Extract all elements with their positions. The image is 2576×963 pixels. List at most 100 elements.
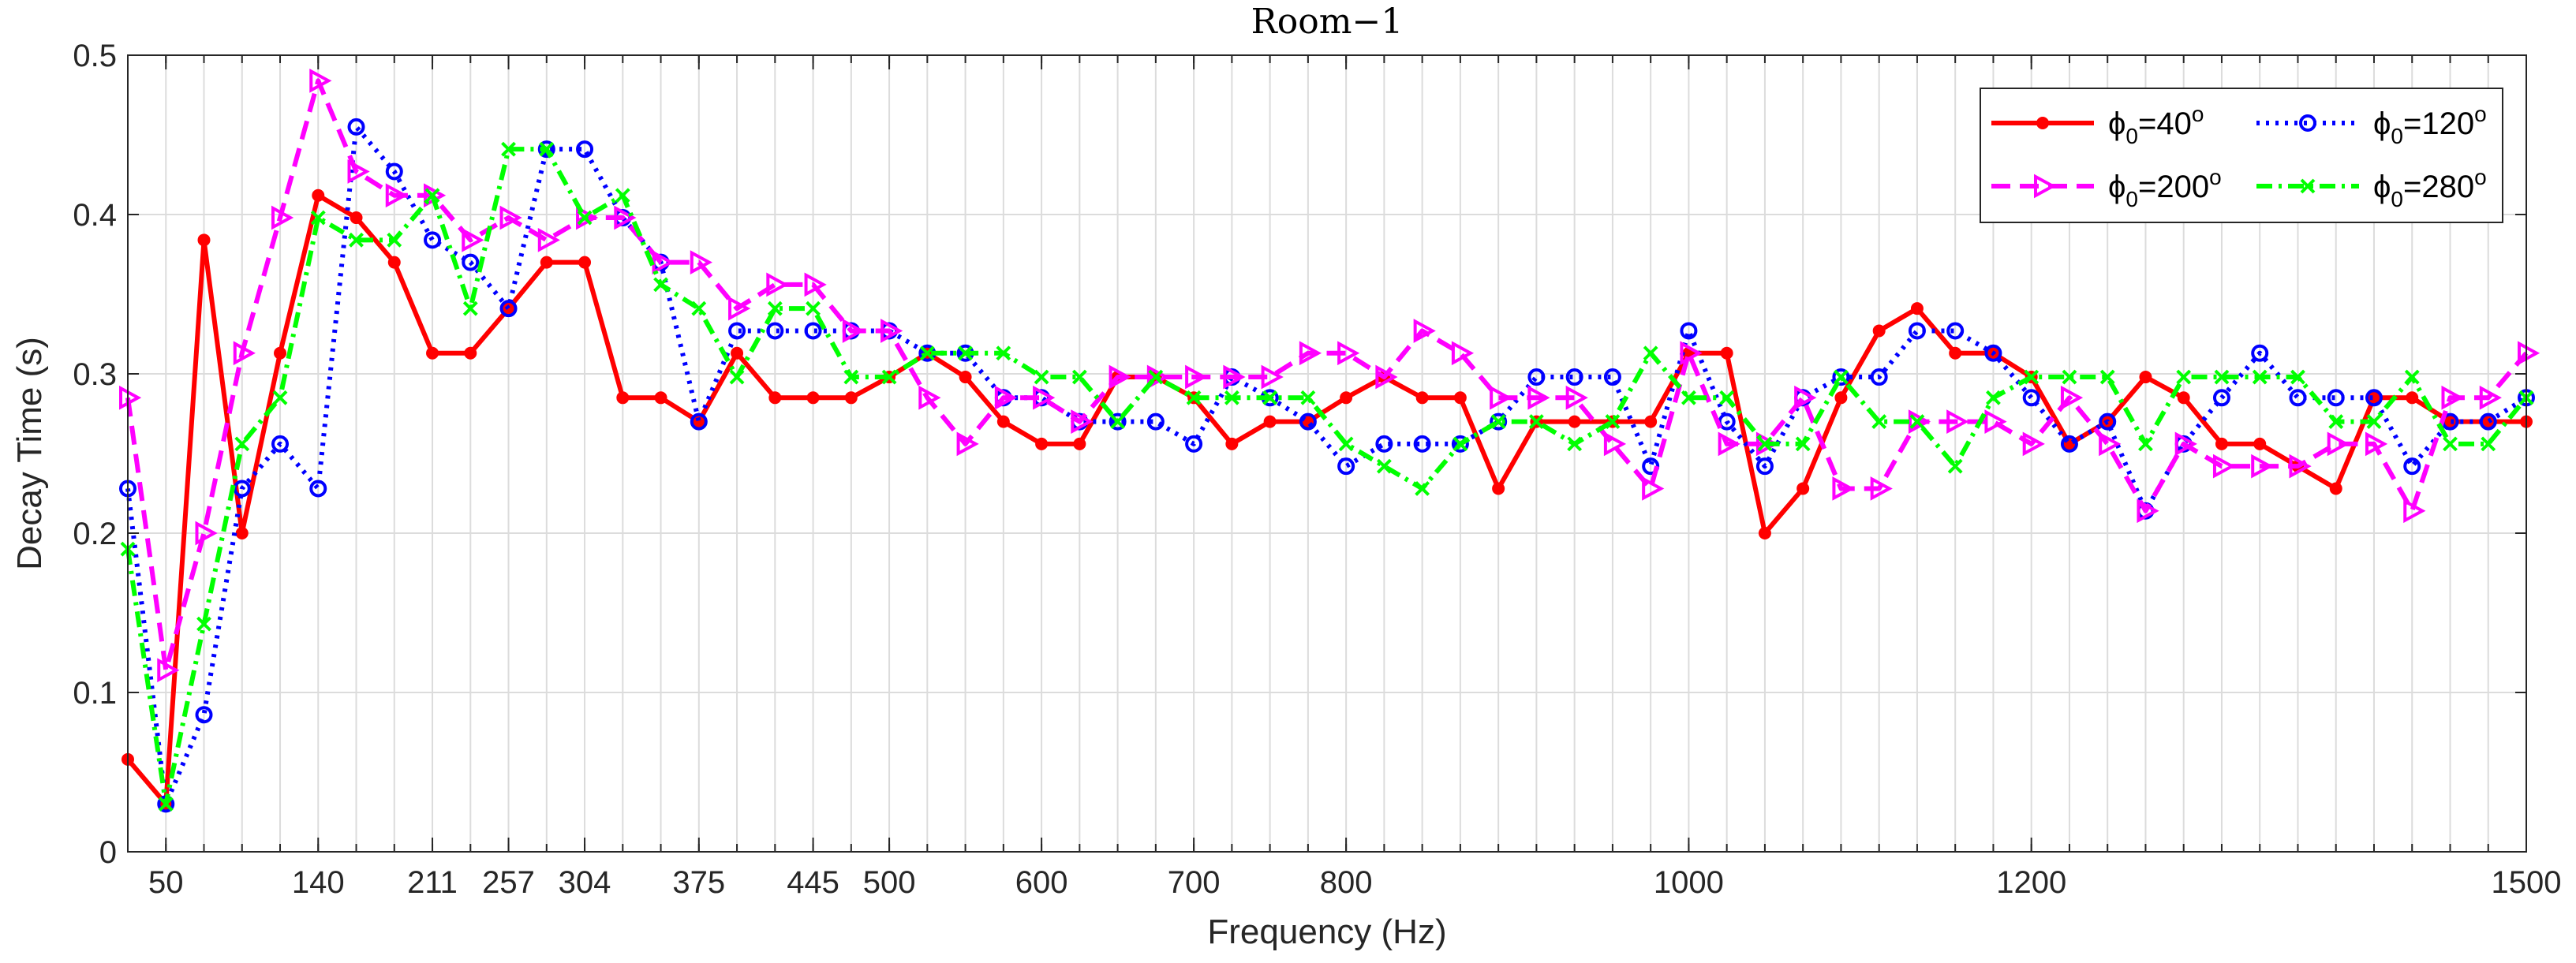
data-point — [1681, 390, 1696, 405]
data-point — [2366, 414, 2382, 430]
series-4 — [120, 141, 2534, 812]
data-point — [1071, 369, 1087, 385]
legend-marker — [2299, 114, 2316, 132]
data-point — [2290, 369, 2305, 385]
data-point — [2099, 431, 2122, 457]
data-point — [2328, 414, 2344, 430]
data-point — [1338, 436, 1354, 452]
data-point — [2139, 371, 2152, 384]
data-point — [1568, 415, 1581, 428]
data-point — [1871, 414, 1887, 430]
data-point — [426, 346, 439, 360]
data-point — [843, 369, 859, 385]
data-point — [1755, 457, 1774, 476]
series-line — [125, 147, 2529, 807]
data-point — [1644, 415, 1658, 428]
data-point — [1642, 457, 1660, 476]
data-point — [959, 371, 972, 384]
data-point — [1870, 368, 1888, 386]
data-point — [806, 300, 821, 316]
data-point — [576, 205, 599, 230]
data-point — [731, 346, 744, 360]
data-point — [158, 796, 174, 812]
data-point — [804, 322, 822, 340]
data-point — [1605, 414, 1621, 430]
x-axis-label: Frequency (Hz) — [1207, 913, 1446, 951]
data-point — [766, 272, 789, 297]
data-point — [1565, 385, 1588, 410]
x-tick-label: 140 — [292, 865, 345, 900]
data-point — [1986, 390, 2001, 405]
y-tick-label: 0.1 — [73, 676, 117, 711]
data-point — [2099, 412, 2117, 431]
data-point — [1109, 412, 1127, 431]
legend-item: ϕ0=40o — [1991, 102, 2204, 148]
data-point — [195, 706, 213, 724]
data-point — [1453, 436, 1468, 452]
data-point — [350, 211, 363, 225]
legend-label: ϕ0=200o — [2108, 165, 2222, 211]
data-point — [691, 300, 707, 316]
data-point — [2212, 454, 2236, 479]
data-point — [1527, 368, 1546, 386]
data-point — [1946, 409, 1969, 434]
data-point — [2212, 389, 2230, 407]
data-point — [1680, 322, 1698, 340]
data-point — [2479, 412, 2497, 431]
legend-label: ϕ0=280o — [2373, 165, 2487, 211]
data-point — [462, 300, 478, 316]
data-point — [918, 385, 941, 410]
data-point — [2329, 482, 2342, 495]
data-point — [2251, 454, 2274, 479]
data-point — [2479, 385, 2502, 410]
data-point — [424, 231, 442, 249]
data-point — [462, 253, 480, 271]
data-point — [1148, 369, 1164, 385]
data-point — [1262, 390, 1278, 405]
data-point — [349, 232, 364, 248]
data-point — [2403, 457, 2421, 476]
data-point — [1035, 437, 1049, 450]
y-tick-label: 0.4 — [73, 198, 117, 233]
data-point — [767, 300, 783, 316]
data-point — [1146, 364, 1170, 390]
data-point — [690, 412, 708, 431]
data-point — [1490, 412, 1508, 431]
data-point — [1300, 390, 1316, 405]
data-point — [234, 436, 250, 452]
data-point — [1603, 368, 1621, 386]
legend-label: ϕ0=40o — [2108, 102, 2204, 148]
chart-title: Room−1 — [1251, 2, 1404, 42]
data-point — [271, 435, 290, 453]
data-point — [1375, 435, 1393, 453]
data-point — [197, 233, 211, 247]
y-tick-label: 0.2 — [73, 517, 117, 551]
x-tick-label: 1000 — [1654, 865, 1724, 900]
data-point — [464, 346, 477, 360]
data-point — [1834, 391, 1848, 405]
data-point — [1757, 436, 1773, 452]
data-point — [729, 369, 745, 385]
data-point — [1565, 368, 1583, 386]
data-point — [2327, 431, 2350, 457]
data-point — [499, 300, 518, 318]
data-point — [1451, 341, 1475, 366]
data-point — [1528, 414, 1544, 430]
data-point — [1755, 431, 1779, 457]
x-tick-label: 445 — [787, 865, 839, 900]
data-point — [1490, 414, 1506, 430]
data-point — [424, 188, 440, 203]
data-point — [996, 415, 1010, 428]
x-tick-label: 500 — [863, 865, 916, 900]
data-point — [844, 391, 858, 405]
data-point — [1223, 364, 1246, 390]
data-point — [690, 250, 712, 274]
data-point — [312, 188, 325, 202]
data-point — [387, 232, 402, 248]
x-tick-label: 211 — [407, 865, 458, 900]
data-point — [654, 391, 667, 405]
data-point — [2443, 415, 2457, 428]
data-point — [2176, 369, 2192, 385]
data-point — [347, 159, 370, 184]
data-point — [956, 431, 979, 457]
